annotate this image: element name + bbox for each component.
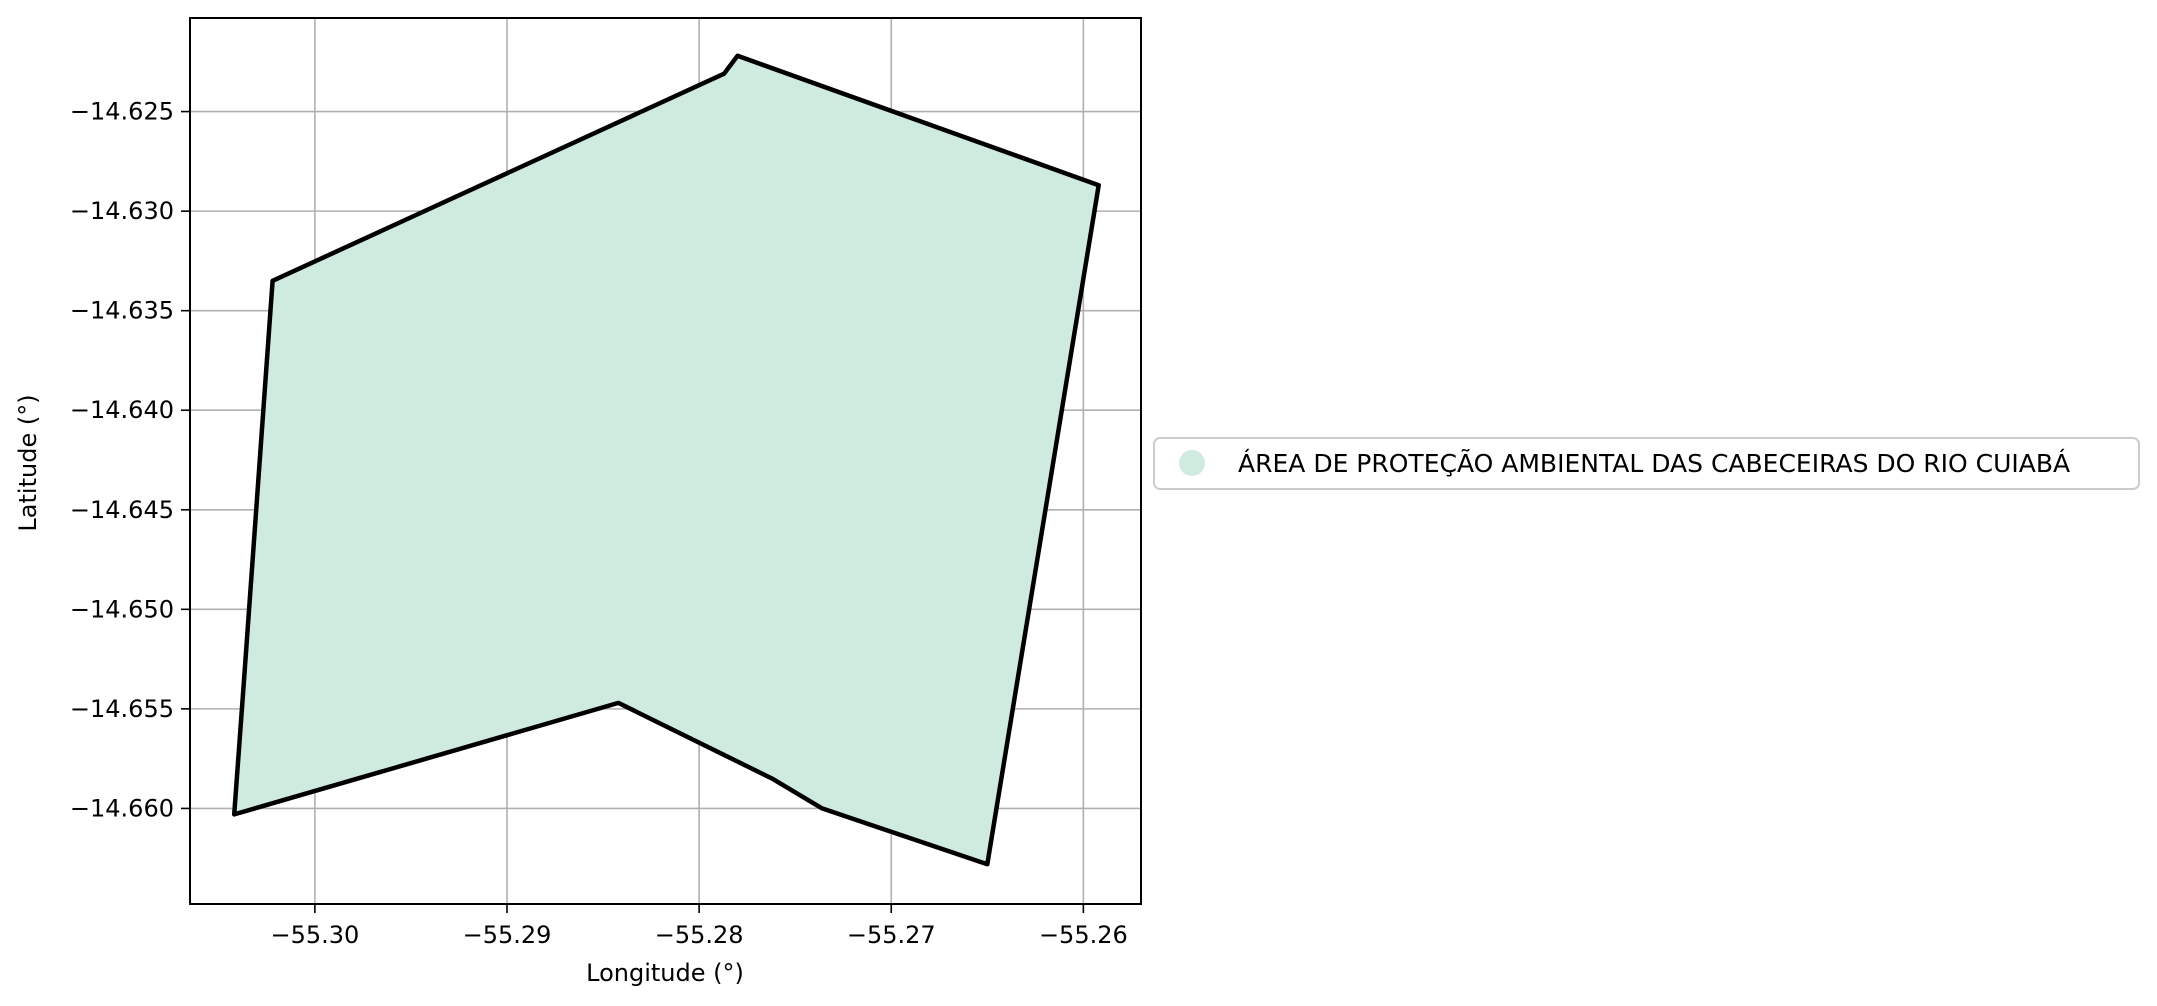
- y-tick-label: −14.655: [70, 695, 174, 723]
- y-tick-label: −14.650: [70, 595, 174, 623]
- x-tick-label: −55.26: [1039, 921, 1128, 949]
- y-tick-label: −14.640: [70, 396, 174, 424]
- x-tick-label: −55.28: [655, 921, 744, 949]
- y-tick-label: −14.635: [70, 297, 174, 325]
- y-tick-label: −14.625: [70, 98, 174, 126]
- polygon-layer: [231, 53, 1101, 867]
- y-axis-label: Latitude (°): [14, 394, 42, 531]
- legend-marker: [1179, 450, 1205, 476]
- legend-entry-label: ÁREA DE PROTEÇÃO AMBIENTAL DAS CABECEIRA…: [1238, 448, 2070, 478]
- x-axis-label: Longitude (°): [586, 959, 744, 987]
- protected-area-polygon: [231, 53, 1101, 867]
- x-tick-label: −55.29: [463, 921, 552, 949]
- axis-ticks: −55.30 −55.29 −55.28 −55.27 −55.26 −14.625 −14…: [70, 98, 1128, 949]
- legend-box: [1153, 437, 2140, 490]
- x-tick-label: −55.30: [270, 921, 359, 949]
- y-tick-label: −14.630: [70, 197, 174, 225]
- y-tick-label: −14.645: [70, 496, 174, 524]
- legend: ÁREA DE PROTEÇÃO AMBIENTAL DAS CABECEIRA…: [1153, 437, 2140, 490]
- y-tick-label: −14.660: [70, 794, 174, 822]
- plot-frame: [189, 17, 1142, 905]
- x-tick-label: −55.27: [847, 921, 936, 949]
